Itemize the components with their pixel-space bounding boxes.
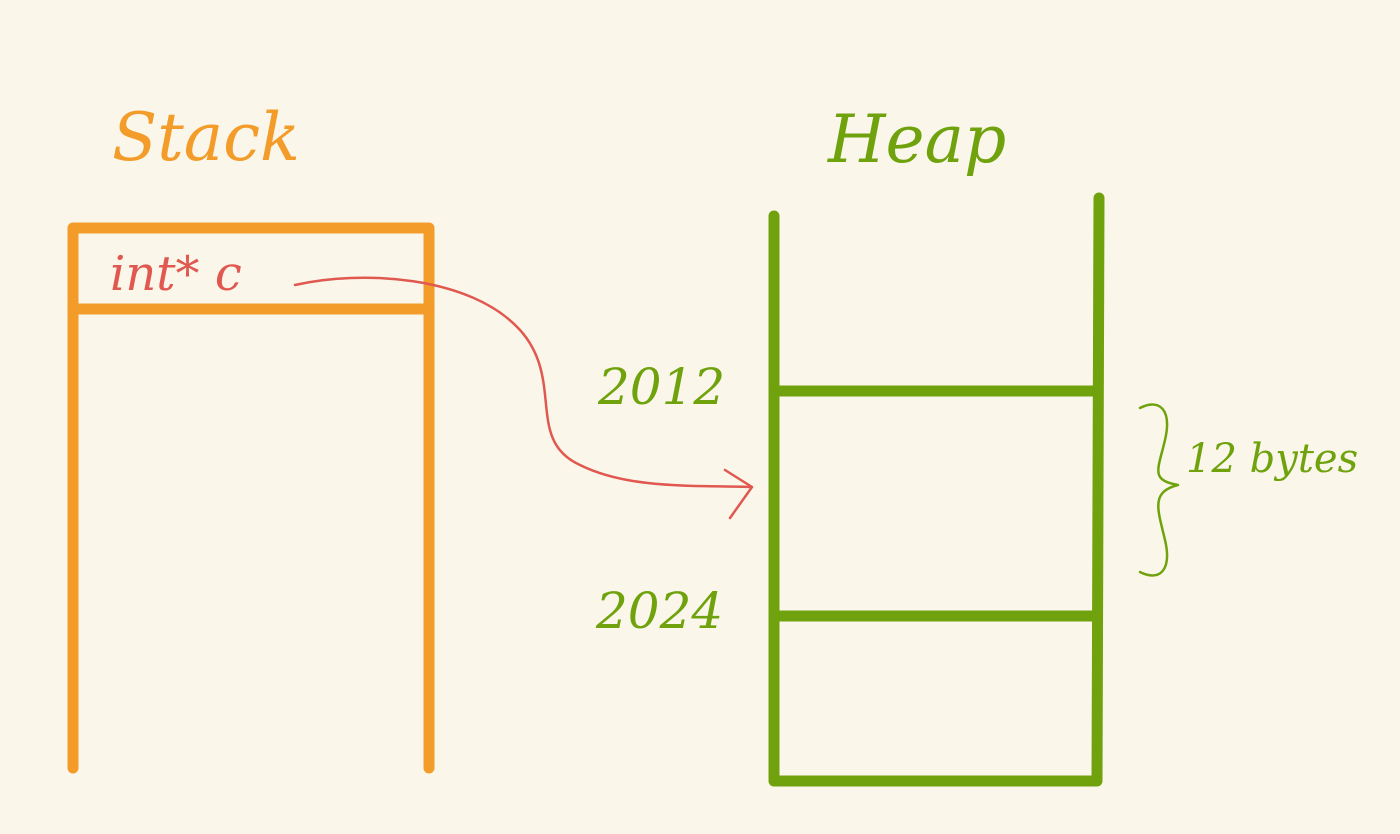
pointer-arrow-line: [293, 276, 754, 489]
stack-title: Stack: [112, 99, 300, 176]
heap-address-bottom: 2024: [595, 582, 723, 640]
heap-size-note: 12 bytes: [1186, 436, 1358, 482]
heap-outline: [768, 192, 1105, 787]
stack-cell-label: int* c: [110, 246, 242, 302]
stack: Stack int* c: [67, 99, 435, 774]
heap: Heap 2012 2024 12 bytes: [595, 101, 1358, 787]
heap-size-brace: [1138, 403, 1180, 577]
pointer-arrowhead: [723, 468, 754, 520]
heap-title: Heap: [827, 101, 1006, 178]
stack-outline: [67, 222, 435, 774]
heap-address-top: 2012: [597, 358, 725, 416]
pointer-arrow: [293, 276, 754, 520]
